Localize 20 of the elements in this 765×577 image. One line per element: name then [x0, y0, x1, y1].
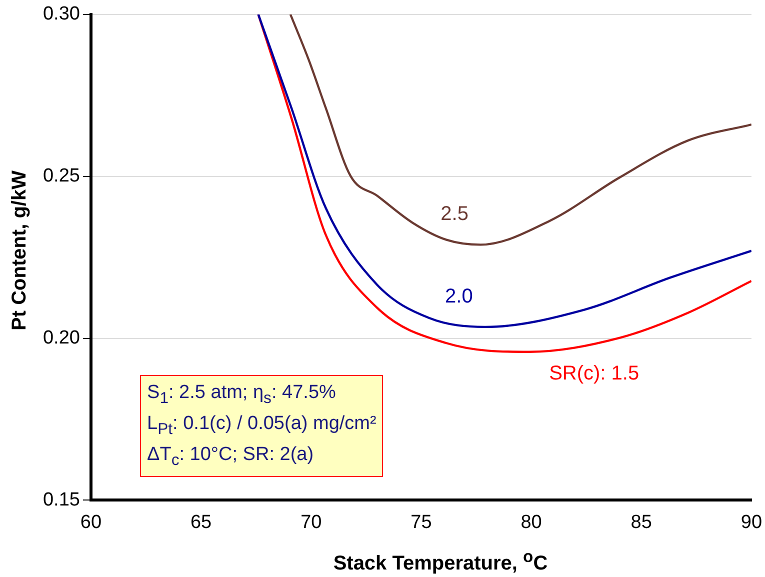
y-tick-label: 0.30: [42, 4, 80, 25]
line-series: [289, 14, 752, 246]
annotation: S$_{1}$: 2.5 atm; η$_{s}$: 47.5%: [147, 381, 337, 409]
x-tick-label: 85: [630, 512, 652, 533]
annotation: ΔT$_{c}$: 10°C; SR: 2(a): [147, 442, 315, 470]
y-tick-label: 0.15: [42, 489, 80, 510]
y-axis-title: Pt Content, g/kW: [8, 170, 32, 330]
x-tick-label: 70: [300, 512, 322, 533]
y-tick-label: 0.25: [42, 166, 80, 187]
x-tick-label: 80: [520, 512, 542, 533]
x-axis-title: Stack Temperature, $^{o}$C: [332, 547, 549, 576]
series-label: 2.0: [445, 285, 473, 308]
x-tick-label: 75: [410, 512, 432, 533]
series-label: 2.5: [440, 203, 468, 226]
x-tick-label: 65: [190, 512, 212, 533]
x-tick-label: 90: [740, 512, 762, 533]
series-label: SR(c): 1.5: [549, 362, 640, 384]
annotation: L$_{Pt}$: 0.1(c) / 0.05(a) mg/cm²: [147, 412, 376, 440]
x-tick-label: 60: [80, 512, 102, 533]
y-tick-label: 0.20: [42, 328, 80, 348]
